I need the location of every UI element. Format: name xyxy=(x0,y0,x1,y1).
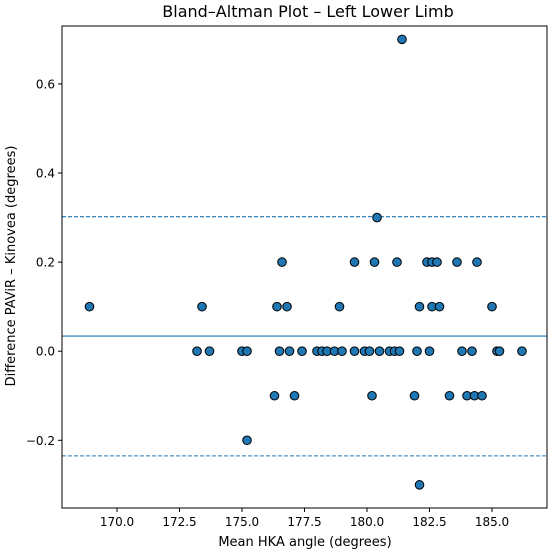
data-point-27 xyxy=(369,257,380,267)
x-axis-label: Mean HKA angle (degrees) xyxy=(218,535,391,550)
data-point-15 xyxy=(297,346,307,356)
data-point-12 xyxy=(282,301,292,312)
y-tick-label: 0.6 xyxy=(36,77,55,91)
data-point-29 xyxy=(374,346,385,356)
y-tick-label: 0.2 xyxy=(36,256,55,270)
data-point-43 xyxy=(432,257,442,267)
y-axis: −0.2 0.0 0.2 0.4 0.6 xyxy=(26,77,62,448)
data-point-37 xyxy=(414,301,425,312)
y-axis-label: Difference PAViR – Kinovea (degrees) xyxy=(4,146,19,387)
data-point-44 xyxy=(434,301,445,312)
data-point-13 xyxy=(284,346,295,356)
x-tick-label: 180.0 xyxy=(350,515,384,529)
data-point-2 xyxy=(192,346,202,356)
data-point-46 xyxy=(452,257,462,267)
data-point-47 xyxy=(457,346,467,356)
data-point-53 xyxy=(487,301,497,312)
data-point-52 xyxy=(477,390,487,401)
data-point-35 xyxy=(409,390,420,401)
data-point-40 xyxy=(424,346,435,356)
data-point-14 xyxy=(289,390,300,401)
data-point-51 xyxy=(472,257,482,267)
x-tick-label: 175.0 xyxy=(225,515,259,529)
data-point-38 xyxy=(414,480,425,490)
data-point-6 xyxy=(242,346,252,356)
y-tick-label: 0.0 xyxy=(36,345,55,359)
data-point-20 xyxy=(334,301,345,312)
data-point-4 xyxy=(204,346,215,356)
data-point-45 xyxy=(444,390,455,401)
data-point-23 xyxy=(349,257,360,267)
data-point-9 xyxy=(272,301,282,312)
chart-title: Bland–Altman Plot – Left Lower Limb xyxy=(162,2,453,21)
x-tick-label: 170.0 xyxy=(100,515,134,529)
data-point-1 xyxy=(84,301,95,312)
data-point-8 xyxy=(269,390,280,401)
data-point-10 xyxy=(274,346,285,356)
data-point-22 xyxy=(349,346,360,356)
y-tick-label: 0.4 xyxy=(36,167,55,181)
x-tick-label: 185.0 xyxy=(475,515,509,529)
y-tick-label: −0.2 xyxy=(26,434,55,448)
data-point-49 xyxy=(467,346,477,356)
data-point-56 xyxy=(517,346,527,356)
x-tick-label: 172.5 xyxy=(162,515,196,529)
data-point-32 xyxy=(392,257,402,267)
plot-area xyxy=(62,34,547,490)
data-point-21 xyxy=(337,346,347,356)
plot-frame xyxy=(61,25,548,509)
data-point-7 xyxy=(242,435,252,446)
data-point-3 xyxy=(197,301,207,312)
x-tick-label: 177.5 xyxy=(287,515,321,529)
data-point-55 xyxy=(494,346,505,356)
data-point-28 xyxy=(372,212,382,223)
data-point-33 xyxy=(394,346,405,356)
data-point-26 xyxy=(367,390,377,401)
data-point-25 xyxy=(364,346,375,356)
data-point-34 xyxy=(397,34,407,45)
x-axis: 170.0 172.5 175.0 177.5 180.0 182.5 185.0 xyxy=(100,508,509,529)
data-point-11 xyxy=(277,257,287,267)
data-point-36 xyxy=(412,346,422,356)
x-tick-label: 182.5 xyxy=(412,515,446,529)
